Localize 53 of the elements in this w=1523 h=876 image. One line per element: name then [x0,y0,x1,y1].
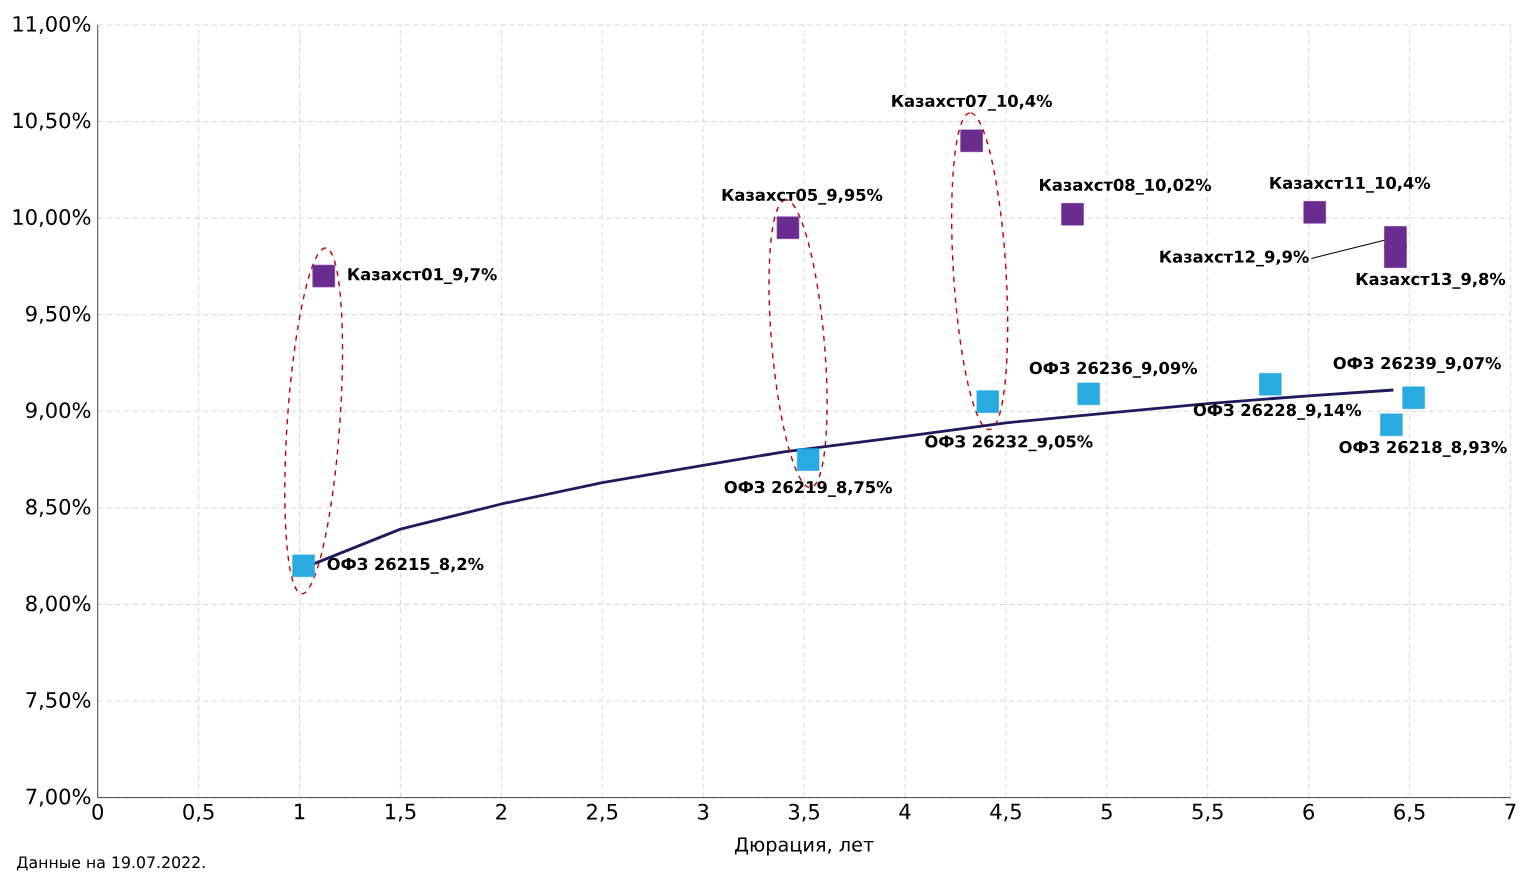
x-axis-title: Дюрация, лет [734,837,874,856]
point [776,216,800,239]
text: Данные на 19.07.2022. [16,856,205,871]
x-tick-label: 5 [1101,803,1112,820]
annotation: ОФЗ 26219_8,75% [724,480,892,497]
x-tick-label: 7 [1505,803,1516,819]
x-tick-label: 6,5 [1394,803,1425,822]
point [976,390,999,413]
annotation: Казахст07_10,4% [892,94,1052,111]
annotation: ОФЗ 26236_9,09% [1029,361,1198,378]
annotation: ОФЗ 26218_8,93% [1339,440,1507,457]
annotation: ОФЗ 26232_9,05% [925,435,1093,452]
point [312,264,335,288]
x-tick-label: 6 [1303,803,1315,820]
point [292,554,315,577]
annotation: Казахст05_9,95% [722,188,883,205]
x-tick-label: 2,5 [587,803,618,822]
point [1061,202,1084,226]
y-tick-label: 7,50% [26,691,91,710]
y-tick-label: 7,00% [26,788,91,807]
annotation: Казахст08_10,02% [1040,178,1212,195]
y-tick-label: 8,00% [26,595,91,614]
y-tick-label: 10,00% [13,208,91,227]
x-tick-label: 3 [698,803,709,820]
x-tick-label: 5,5 [1192,803,1223,822]
x-tick-label: 2 [496,803,506,820]
y-tick-label: 8,50% [26,498,91,517]
point [1303,200,1326,224]
x-tick-label: 4,5 [990,803,1021,822]
x-tick-label: 0 [92,803,103,820]
point [1402,386,1425,409]
annotation: ОФЗ 26215_8,2% [327,557,484,574]
point [960,129,983,152]
annotation: Казахст01_9,7% [348,267,497,284]
y-tick-label: 9,00% [26,402,91,421]
y-tick-label: 9,50% [26,305,91,324]
point [1384,245,1407,268]
x-tick-label: 0,5 [183,803,214,822]
x-tick-label: 1 [295,803,305,819]
point [1077,382,1100,405]
annotation: ОФЗ 26239_9,07% [1333,356,1501,373]
point [796,448,820,471]
annotation: Казахст11_10,4% [1270,176,1431,193]
y-tick-label: 11,00% [13,15,91,34]
x-tick-label: 1,5 [386,803,416,822]
annotation: Казахст13_9,8% [1356,272,1506,289]
y-tick-label: 10,50% [13,112,91,131]
x-tick-label: 3,5 [788,803,819,822]
point [1259,372,1282,396]
point [1380,413,1403,436]
annotation: Казахст12_9,9% [1160,250,1309,267]
annotation: ОФЗ 26228_9,14% [1193,403,1362,420]
x-tick-label: 4 [899,803,911,819]
